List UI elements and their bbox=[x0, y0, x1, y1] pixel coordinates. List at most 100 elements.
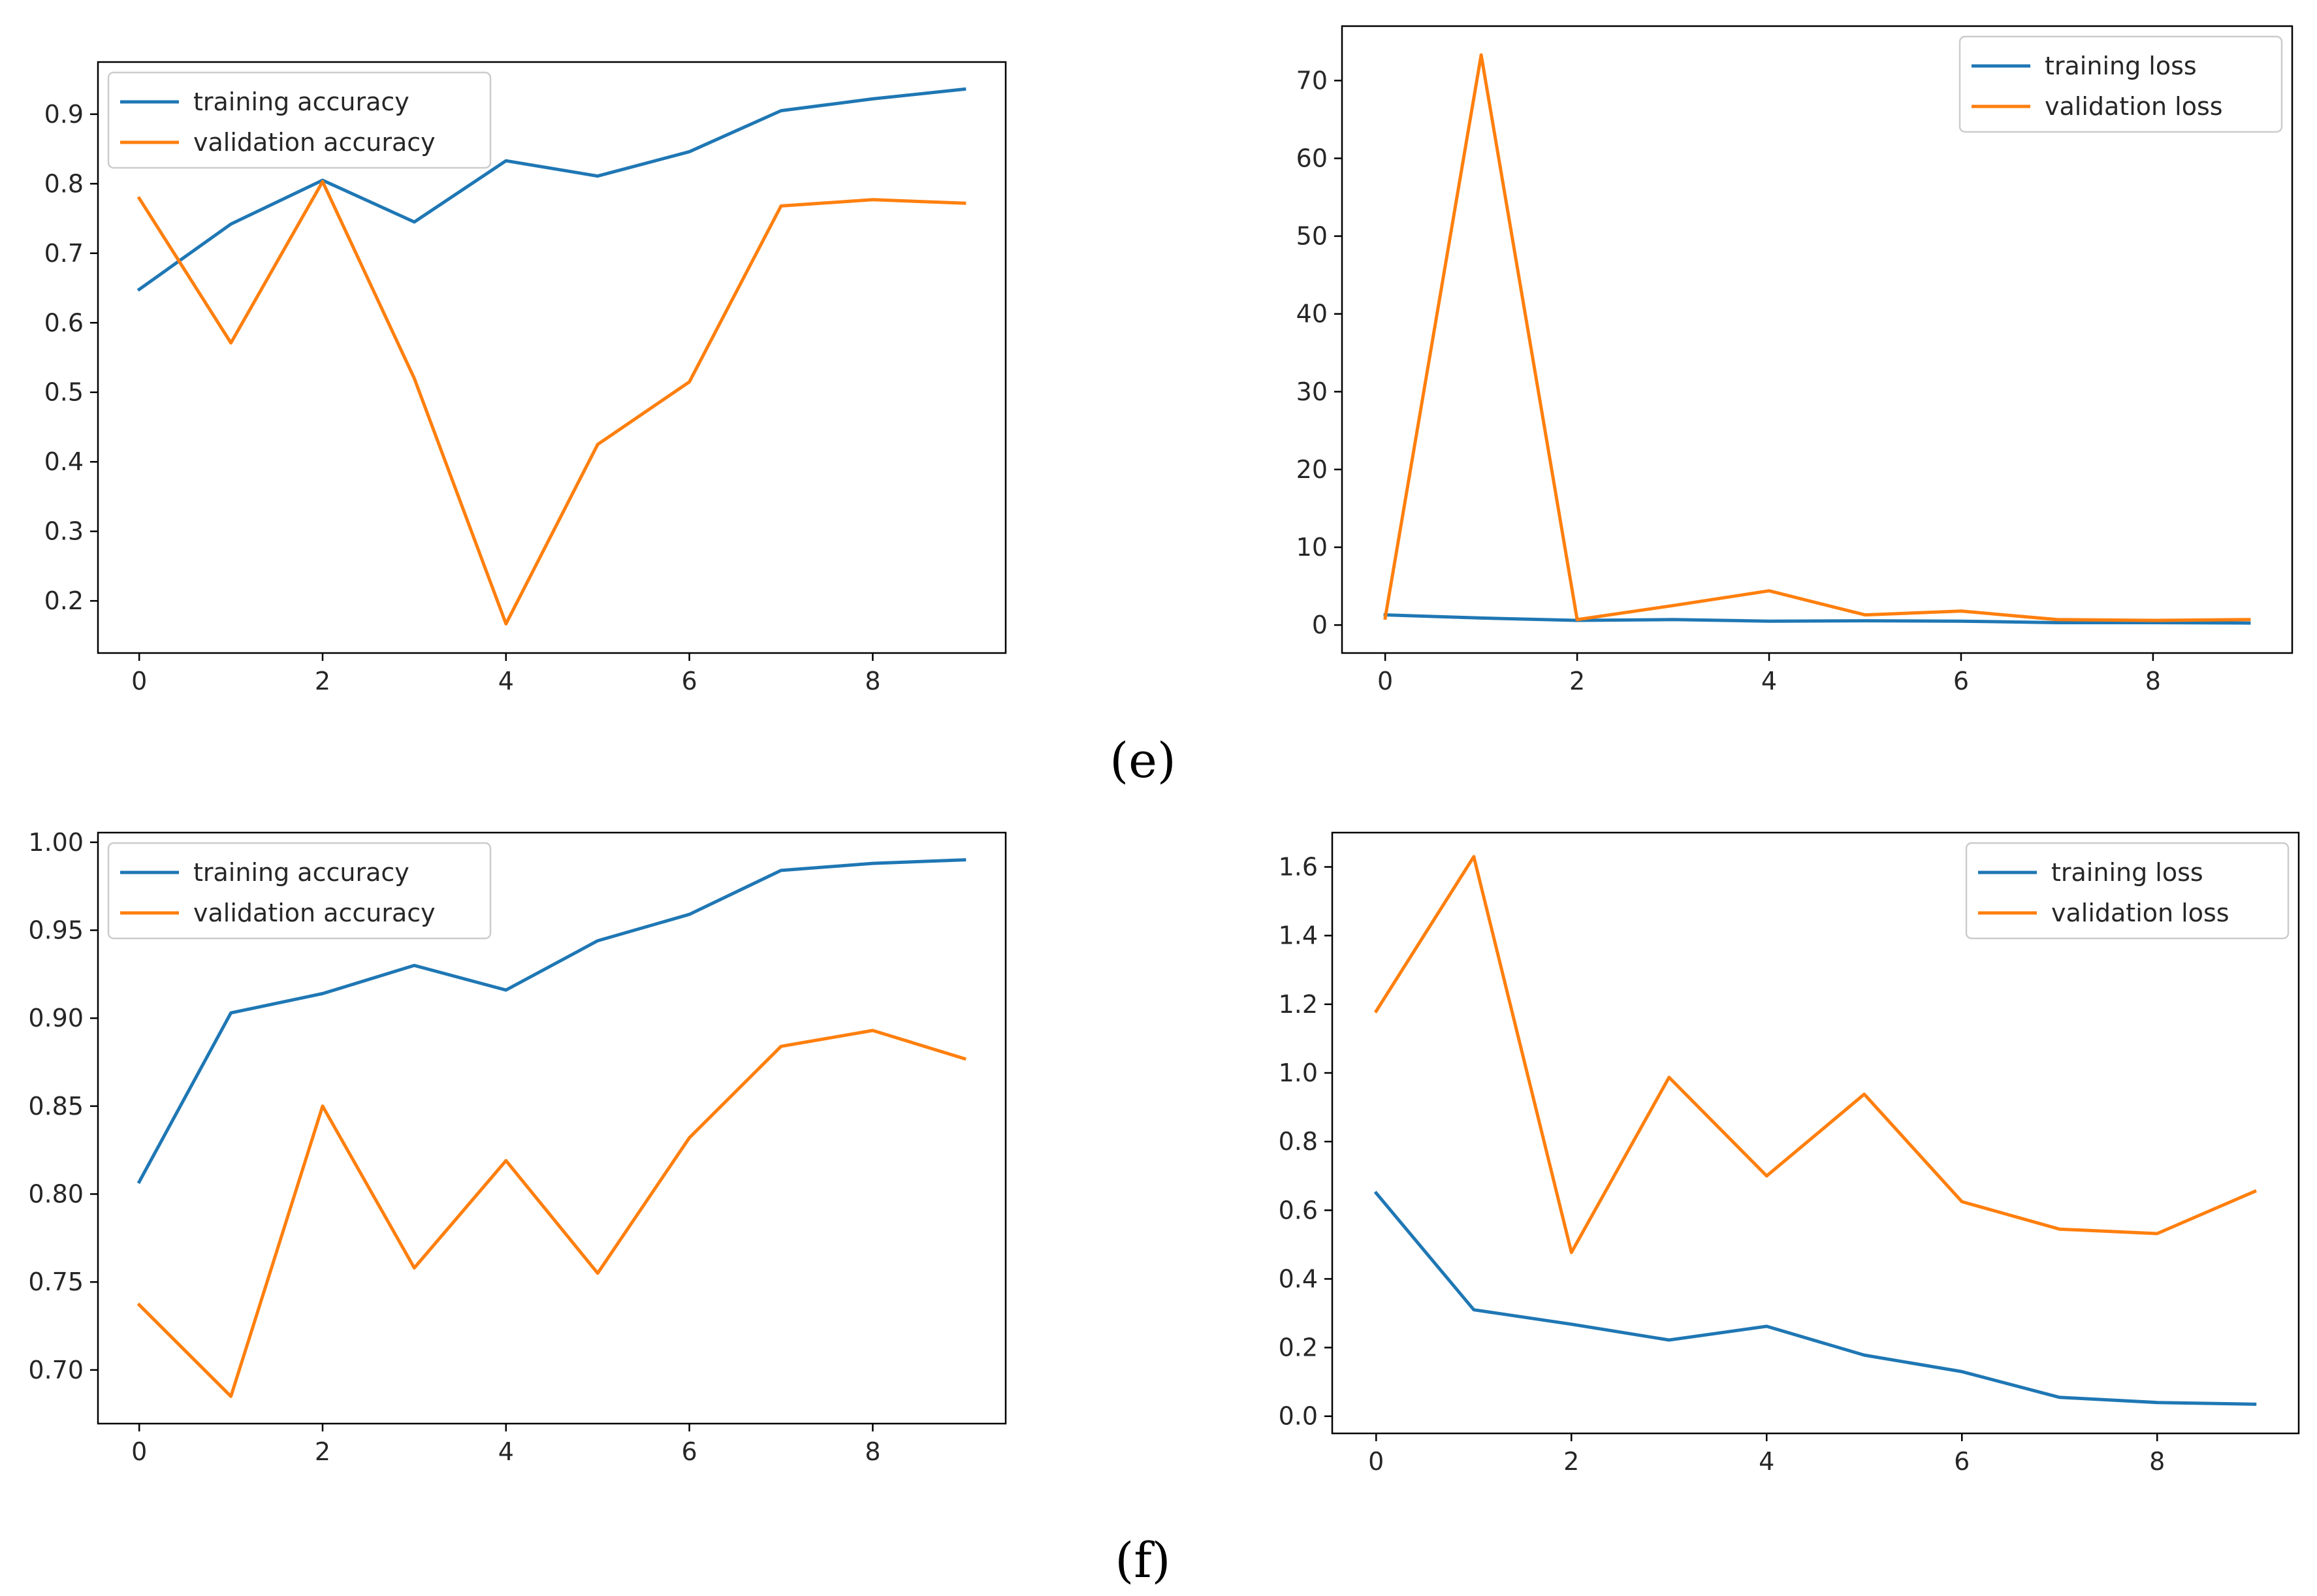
data-point bbox=[1768, 620, 1771, 623]
y-tick-label: 1.6 bbox=[1279, 853, 1318, 882]
data-point bbox=[2055, 621, 2058, 624]
y-tick-label: 10 bbox=[1296, 533, 1328, 562]
y-tick-label: 1.00 bbox=[28, 828, 84, 857]
y-tick-label: 0.75 bbox=[28, 1268, 84, 1296]
data-point bbox=[1864, 613, 1867, 616]
data-point bbox=[963, 858, 966, 861]
data-point bbox=[413, 377, 416, 380]
data-point bbox=[596, 1271, 599, 1275]
series-line-validation bbox=[136, 1029, 967, 1398]
data-point bbox=[229, 1395, 232, 1398]
data-point bbox=[321, 1104, 325, 1108]
data-point bbox=[596, 174, 599, 178]
legend: training loss validation loss bbox=[1958, 35, 2283, 133]
data-point bbox=[2055, 618, 2058, 621]
series-line-validation bbox=[136, 180, 967, 626]
x-tick-label: 8 bbox=[865, 1437, 880, 1466]
x-tick-label: 4 bbox=[1759, 1447, 1774, 1476]
data-point bbox=[2253, 1190, 2256, 1193]
data-point bbox=[688, 913, 691, 916]
data-point bbox=[1375, 1192, 1378, 1195]
x-tick-label: 6 bbox=[1953, 667, 1969, 695]
plot-frame bbox=[1331, 831, 2300, 1435]
data-point bbox=[504, 1159, 507, 1162]
data-point bbox=[688, 1136, 691, 1140]
data-point bbox=[1862, 1093, 1866, 1096]
data-point bbox=[1672, 618, 1675, 621]
y-tick-label: 0.85 bbox=[28, 1092, 84, 1121]
data-point bbox=[1480, 616, 1483, 620]
x-tick-label: 0 bbox=[131, 1437, 147, 1466]
x-tick-label: 0 bbox=[1377, 667, 1393, 695]
panel-label-f: (f) bbox=[1115, 1533, 1170, 1589]
x-tick-label: 8 bbox=[2145, 667, 2161, 695]
x-tick-label: 2 bbox=[1563, 1447, 1579, 1476]
x-tick-label: 8 bbox=[865, 667, 880, 695]
data-point bbox=[1960, 1370, 1964, 1373]
legend-box bbox=[107, 842, 492, 940]
series-line-training bbox=[1383, 613, 2251, 625]
y-tick-label: 0.2 bbox=[44, 586, 84, 615]
data-point bbox=[2058, 1396, 2061, 1399]
data-point bbox=[780, 1045, 783, 1048]
data-point bbox=[780, 204, 783, 208]
y-tick-label: 0.4 bbox=[1279, 1264, 1318, 1293]
data-point bbox=[2253, 1403, 2256, 1406]
data-point bbox=[138, 1180, 141, 1183]
series-line-training bbox=[1373, 1190, 2257, 1406]
data-point bbox=[1576, 618, 1579, 621]
legend-box bbox=[107, 71, 492, 169]
data-point bbox=[1472, 1308, 1475, 1311]
data-point bbox=[229, 1012, 232, 1015]
data-point bbox=[596, 939, 599, 942]
x-tick-label: 2 bbox=[315, 667, 330, 695]
y-tick-label: 0.5 bbox=[44, 378, 84, 407]
data-point bbox=[1960, 1200, 1964, 1204]
x-tick-label: 4 bbox=[498, 1437, 514, 1466]
y-tick-label: 0.90 bbox=[28, 1004, 84, 1032]
panel-label-e: (e) bbox=[1110, 733, 1176, 789]
data-point bbox=[138, 197, 141, 200]
data-point bbox=[1375, 1010, 1378, 1013]
data-point bbox=[321, 992, 325, 995]
y-tick-label: 40 bbox=[1296, 300, 1328, 328]
y-tick-label: 0.6 bbox=[1279, 1196, 1318, 1224]
plot-frame bbox=[97, 61, 1007, 654]
x-tick-label: 4 bbox=[1761, 667, 1777, 695]
x-tick-label: 0 bbox=[131, 667, 147, 695]
legend: training accuracy validation accuracy bbox=[107, 842, 492, 940]
data-point bbox=[2156, 1401, 2159, 1404]
data-point bbox=[1384, 616, 1387, 620]
chart-f-accuracy: 0 2 4 6 8 0.70 0.75 0.80 0.85 0.90 0.95 1.00 trainin… bbox=[28, 828, 1007, 1466]
legend-label: training loss bbox=[2045, 52, 2197, 80]
data-point bbox=[504, 622, 507, 626]
data-point bbox=[138, 1303, 141, 1307]
legend-label: training loss bbox=[2051, 858, 2203, 887]
y-tick-label: 0.80 bbox=[28, 1180, 84, 1209]
series-line-training bbox=[136, 87, 967, 292]
data-point bbox=[596, 443, 599, 446]
y-tick-label: 0.9 bbox=[44, 100, 84, 129]
series-line-validation bbox=[1383, 53, 2251, 622]
x-tick-label: 6 bbox=[682, 667, 697, 695]
data-point bbox=[2247, 618, 2250, 621]
data-point bbox=[780, 869, 783, 872]
data-point bbox=[688, 150, 691, 153]
series-line-validation bbox=[1373, 855, 2257, 1254]
data-point bbox=[688, 380, 691, 383]
data-point bbox=[1862, 1354, 1866, 1357]
data-point bbox=[2151, 619, 2154, 622]
legend-box bbox=[1965, 842, 2290, 940]
data-point bbox=[963, 88, 966, 91]
x-tick-label: 6 bbox=[1954, 1447, 1970, 1476]
y-tick-label: 60 bbox=[1296, 144, 1328, 172]
data-point bbox=[504, 159, 507, 163]
data-point bbox=[2058, 1228, 2061, 1231]
data-point bbox=[871, 862, 874, 865]
chart-e-loss: 0 2 4 6 8 0 10 20 30 40 50 60 70 training loss validat… bbox=[1296, 25, 2293, 695]
x-tick-label: 4 bbox=[498, 667, 514, 695]
x-tick-label: 2 bbox=[315, 1437, 330, 1466]
y-tick-label: 50 bbox=[1296, 222, 1328, 251]
data-point bbox=[1667, 1339, 1670, 1342]
y-tick-label: 0.95 bbox=[28, 916, 84, 944]
